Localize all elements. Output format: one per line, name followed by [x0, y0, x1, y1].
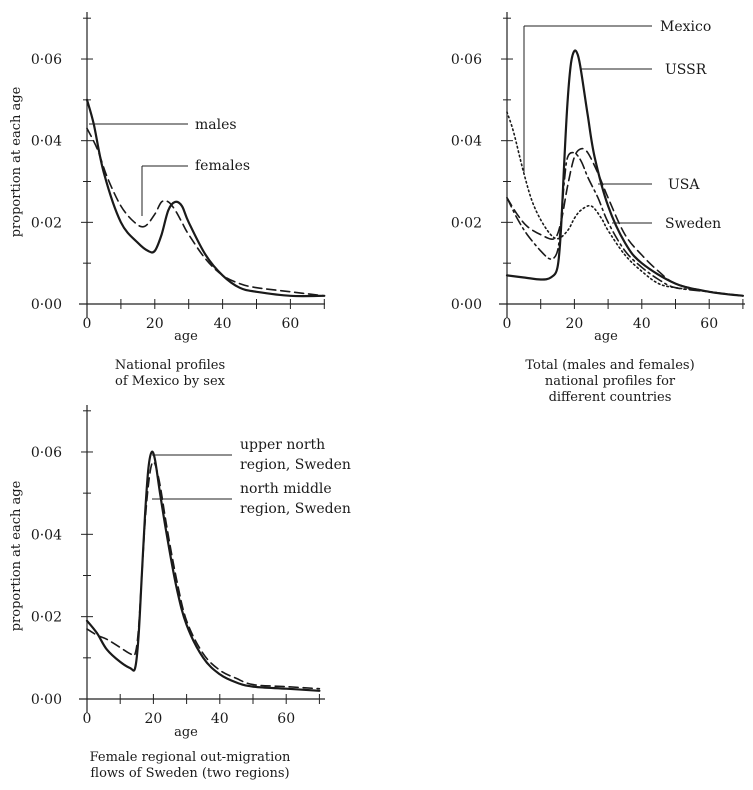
x-tick-label: 20	[565, 316, 583, 332]
series-line-upper-north-region-sweden	[85, 450, 321, 692]
series-line-females	[86, 127, 326, 297]
caption-line: of Mexico by sex	[115, 374, 225, 389]
series-line-sweden	[506, 151, 744, 297]
y-tick-label: 0·00	[31, 692, 62, 708]
y-tick-label: 0·02	[31, 610, 62, 626]
y-tick-label: 0·04	[31, 134, 62, 150]
series-line-ussr	[505, 49, 744, 297]
x-axis-label: age	[174, 725, 198, 740]
x-tick-label: 20	[144, 711, 162, 727]
series-line-north-middle-region-sweden	[86, 460, 321, 690]
annotation-label: USSR	[665, 62, 707, 78]
caption-line: flows of Sweden (two regions)	[90, 766, 290, 781]
x-tick-label: 60	[700, 316, 718, 332]
x-tick-label: 40	[214, 316, 232, 332]
x-tick-label: 40	[211, 711, 229, 727]
caption-mexico: National profiles of Mexico by sex	[70, 358, 270, 390]
annotation-label: region, Sweden	[240, 501, 351, 517]
y-tick-label: 0·00	[451, 297, 482, 313]
series-line-usa	[506, 147, 744, 297]
x-tick-label: 20	[146, 316, 164, 332]
caption-sweden-regions: Female regional out-migration flows of S…	[70, 750, 310, 782]
y-tick-label: 0·02	[31, 215, 62, 231]
caption-line: different countries	[548, 390, 672, 405]
x-tick-label: 40	[633, 316, 651, 332]
x-axis-label: age	[174, 329, 198, 344]
x-tick-label: 0	[83, 316, 92, 332]
x-tick-label: 60	[277, 711, 295, 727]
caption-countries: Total (males and females) national profi…	[510, 358, 710, 406]
y-tick-label: 0·06	[451, 52, 482, 68]
annotation-label: Mexico	[660, 19, 711, 35]
y-tick-label: 0·02	[451, 215, 482, 231]
x-tick-label: 0	[83, 711, 92, 727]
caption-line: Total (males and females)	[525, 358, 695, 373]
annotation-label: region, Sweden	[240, 457, 351, 473]
series-line-mexico	[506, 111, 744, 297]
x-tick-label: 60	[281, 316, 299, 332]
y-axis-label: proportion at each age	[9, 480, 24, 631]
caption-line: national profiles for	[544, 374, 676, 389]
x-axis-label: age	[594, 329, 618, 344]
y-tick-label: 0·00	[31, 297, 62, 313]
caption-line: National profiles	[114, 358, 226, 373]
annotation-label: USA	[668, 177, 700, 193]
y-tick-label: 0·04	[31, 527, 62, 543]
annotation-label: males	[195, 117, 237, 133]
annotation-label: upper north	[240, 437, 325, 453]
y-tick-label: 0·06	[31, 445, 62, 461]
annotation-label: north middle	[240, 481, 332, 497]
x-tick-label: 0	[503, 316, 512, 332]
caption-line: Female regional out-migration	[89, 750, 291, 765]
annotation-label: Sweden	[665, 216, 721, 232]
annotation-label: females	[195, 158, 250, 174]
y-tick-label: 0·04	[451, 134, 482, 150]
y-tick-label: 0·06	[31, 52, 62, 68]
y-axis-label: proportion at each age	[9, 86, 24, 237]
